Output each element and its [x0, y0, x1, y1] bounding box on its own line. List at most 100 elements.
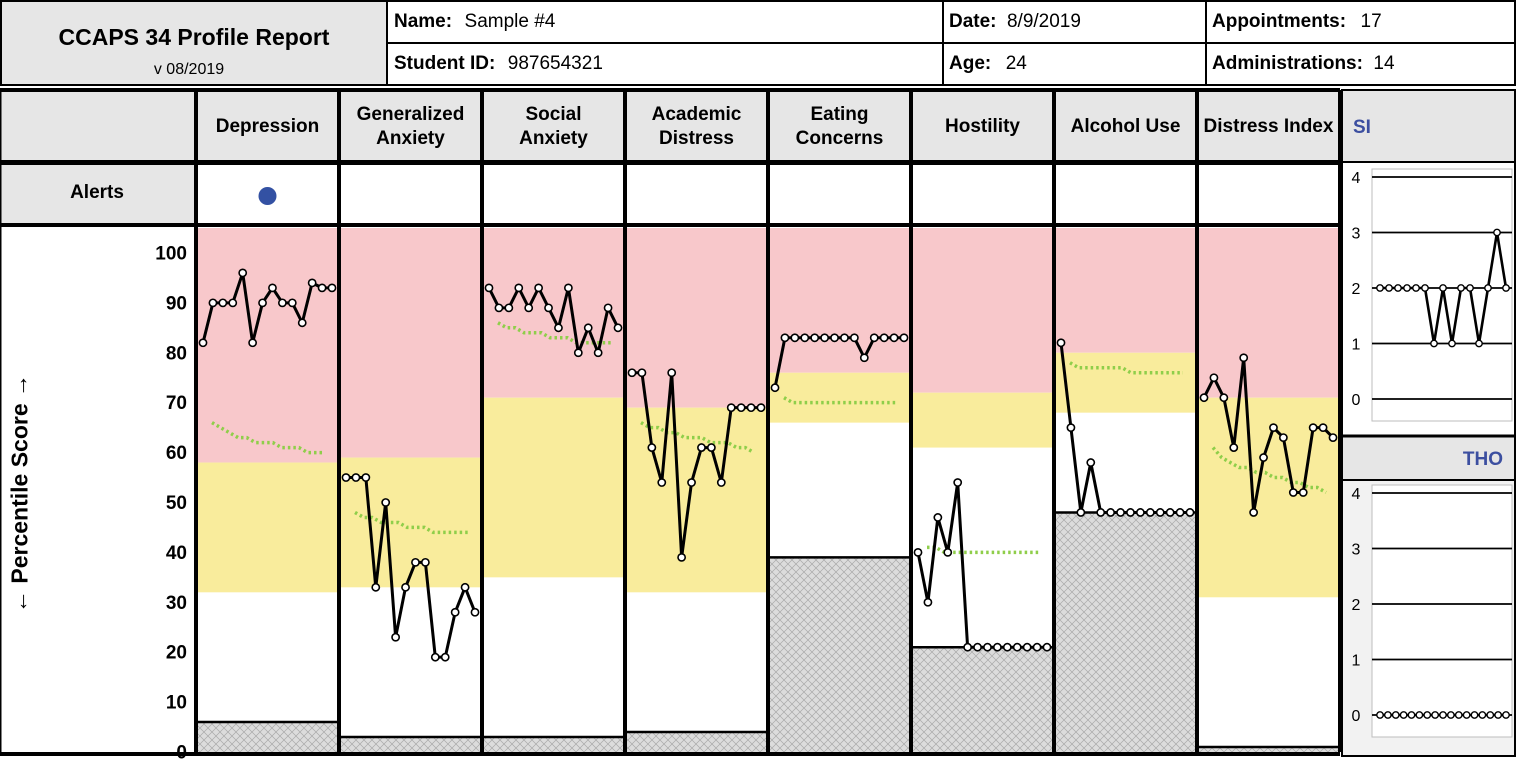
scale-1-score-point	[327, 283, 337, 293]
scale-2-score-point	[411, 557, 420, 567]
scale-8-score-point	[1278, 433, 1288, 442]
y-tick-label: 30	[166, 593, 187, 614]
scale-2-elevated-zone	[339, 228, 482, 458]
scale-7-score-point	[1106, 508, 1116, 517]
scale-5-floor-zone	[768, 557, 911, 752]
scale-1-score-point	[248, 338, 258, 348]
scale-8-score-point	[1209, 373, 1219, 383]
scale-3-elevated-zone	[482, 228, 625, 398]
scale-6-score-point	[943, 547, 953, 557]
scale-4-elevated-zone	[625, 228, 768, 408]
scale-5-score-point	[840, 333, 849, 343]
side-tho-score-point	[1407, 711, 1416, 719]
scale-1-score-point	[238, 268, 248, 278]
column-header-line: Concerns	[795, 128, 884, 149]
scale-5-score-point	[800, 333, 810, 343]
side-si-score-point	[1412, 284, 1420, 292]
side-tho-score-point	[1399, 711, 1408, 719]
scale-4-score-point	[756, 403, 766, 413]
scale-2-score-line	[346, 476, 477, 659]
side-si-y-tick: 4	[1352, 170, 1361, 187]
scale-7-score-point	[1056, 338, 1066, 348]
side-si-score-point	[1484, 284, 1492, 292]
side-tho-score-point	[1454, 711, 1463, 719]
side-panel-border	[1341, 89, 1516, 757]
administrations-field: Administrations: 14	[1212, 53, 1395, 75]
scale-6-trend-line	[927, 545, 1040, 555]
column-header-hostility: Hostility	[911, 92, 1054, 162]
y-tick-label: 20	[166, 643, 187, 664]
scale-3-score-point	[554, 323, 563, 333]
scale-2-score-point	[401, 582, 410, 592]
y-tick-label: 70	[166, 393, 187, 414]
scale-8-score-point	[1199, 393, 1209, 403]
header-col-divider-2	[1205, 0, 1207, 86]
scale-3-score-point	[603, 303, 613, 313]
side-tho-y-tick: 4	[1352, 486, 1361, 503]
scale-6-moderate-zone	[911, 392, 1054, 448]
scale-7-score-point	[1145, 508, 1155, 517]
scale-4-score-point	[697, 443, 706, 452]
column-header-alcohol-use: Alcohol Use	[1054, 92, 1197, 162]
administrations-label: Administrations:	[1212, 53, 1363, 74]
side-si-y-tick: 2	[1352, 281, 1361, 298]
column-header-band	[0, 90, 1340, 162]
scale-5-score-point	[859, 353, 869, 363]
scale-8-score-point	[1239, 353, 1249, 363]
scale-4-score-point	[726, 403, 736, 413]
scale-5-score-point	[849, 333, 859, 343]
scale-6-elevated-zone	[911, 228, 1054, 393]
side-tho-score-point	[1446, 711, 1455, 719]
side-tho-score-point	[1478, 711, 1487, 719]
column-header-depression: Depression	[196, 92, 339, 162]
side-tho-score-point	[1494, 711, 1503, 719]
y-tick-label: 100	[155, 243, 187, 264]
scale-5-score-point	[770, 383, 780, 393]
scale-3-floor-zone	[482, 737, 625, 752]
scale-6-score-point	[933, 513, 943, 522]
y-tick-label: 0	[176, 743, 187, 760]
scale-3-score-point	[494, 303, 504, 313]
side-si-title: SI	[1353, 117, 1371, 138]
scale-6-score-point	[1042, 642, 1052, 652]
scale-3-score-point	[514, 283, 524, 293]
date-value: 8/9/2019	[1006, 11, 1081, 32]
scale-4-score-point	[667, 368, 677, 378]
side-si-y-tick: 1	[1352, 337, 1361, 354]
scale-7-elevated-zone	[1054, 228, 1197, 353]
student-id-value: 987654321	[507, 53, 603, 74]
scale-7-score-point	[1135, 508, 1145, 517]
column-header-distress-index: Distress Index	[1197, 92, 1340, 162]
side-tho-title: THO	[1463, 449, 1503, 470]
scale-7-score-point	[1175, 508, 1185, 517]
side-tho-y-tick: 2	[1352, 597, 1361, 614]
column-header-line: Anxiety	[519, 128, 588, 149]
scale-4-trend-line	[640, 421, 755, 455]
scale-5-moderate-zone	[768, 372, 911, 423]
side-si-y-tick: 3	[1352, 226, 1361, 243]
scale-7-moderate-zone	[1054, 352, 1197, 413]
scale-6-floor-zone	[911, 647, 1054, 752]
name-label: Name:	[394, 11, 453, 32]
side-si-score-point	[1385, 284, 1393, 292]
header-row-divider	[386, 42, 1516, 44]
side-si-score-point	[1493, 228, 1501, 237]
scale-2-score-point	[341, 473, 351, 482]
scale-8-elevated-zone	[1197, 228, 1340, 398]
scale-1-score-point	[297, 318, 307, 328]
age-value: 24	[1005, 53, 1027, 74]
scale-7-score-point	[1126, 508, 1135, 517]
side-tho-score-point	[1376, 711, 1384, 719]
scale-8-score-point	[1288, 488, 1298, 497]
scale-2-score-point	[470, 607, 480, 617]
scale-7-score-point	[1185, 508, 1195, 517]
scale-3-moderate-zone	[482, 397, 625, 578]
column-header-line: Alcohol Use	[1070, 116, 1181, 137]
scale-4-score-point	[736, 403, 746, 413]
scale-4-score-point	[687, 478, 696, 487]
scale-4-moderate-zone	[625, 407, 768, 593]
side-si-y-tick: 0	[1352, 392, 1361, 409]
scale-3-score-point	[593, 348, 603, 358]
scale-2-score-point	[440, 652, 450, 662]
